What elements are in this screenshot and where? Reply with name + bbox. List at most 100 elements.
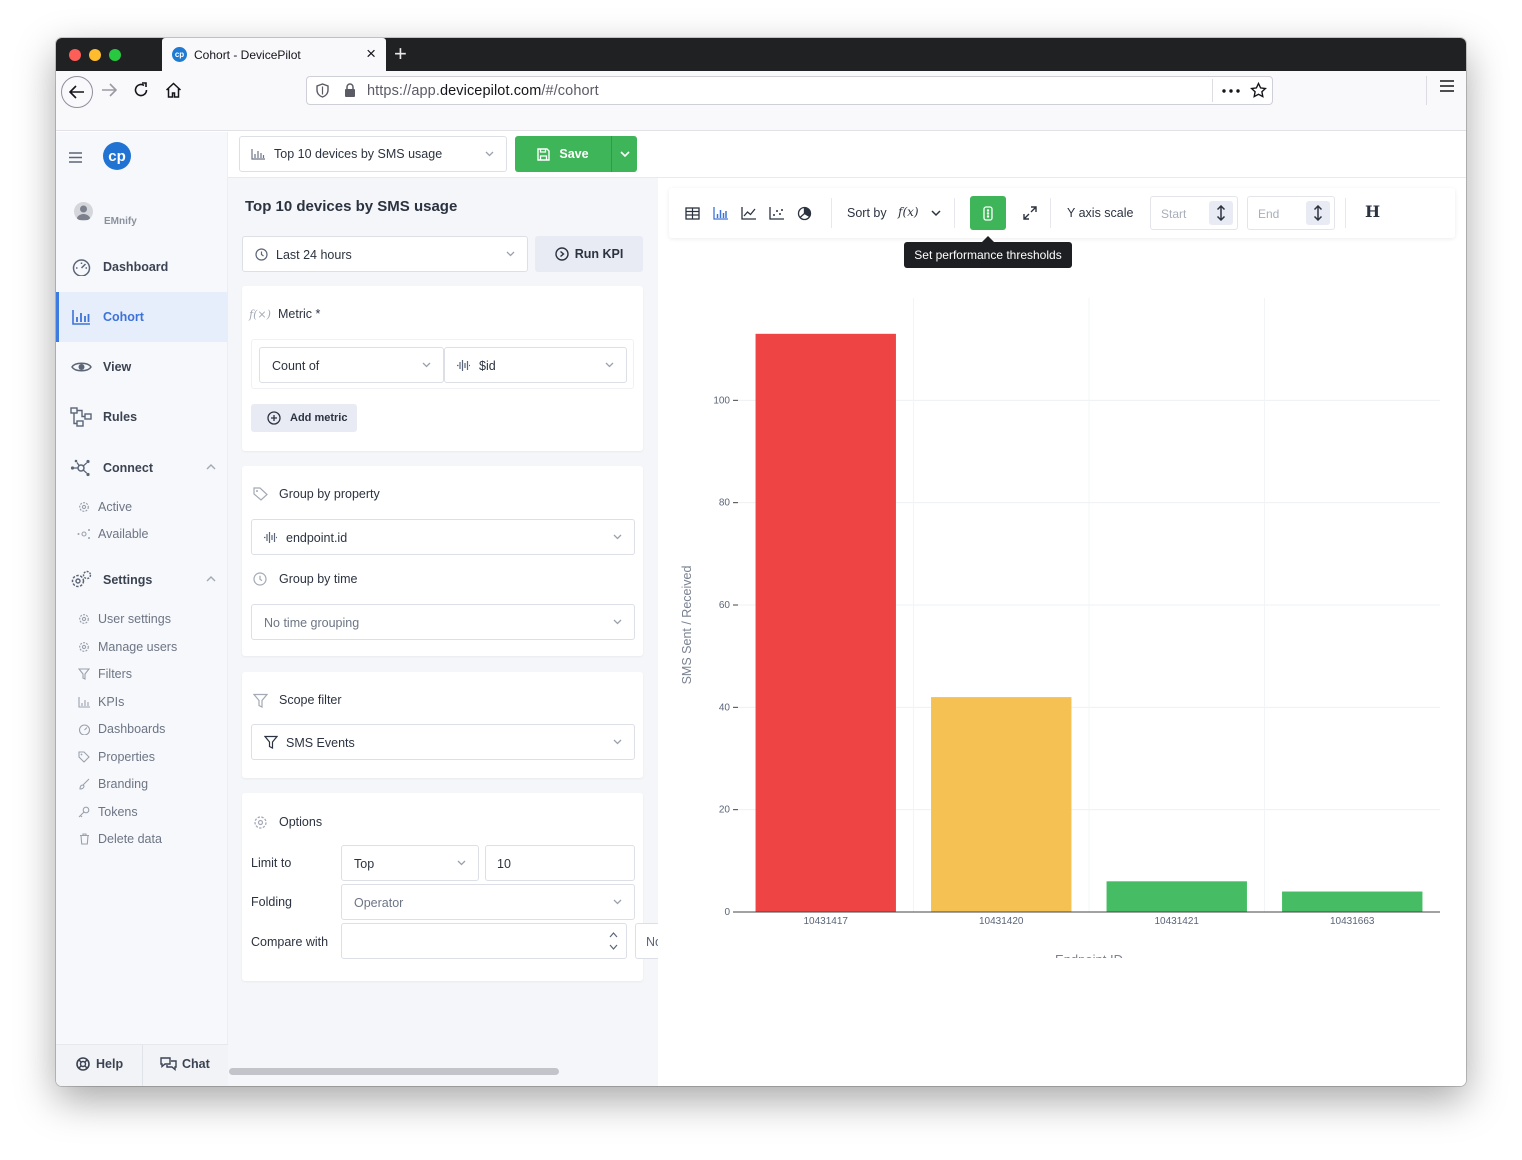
sidebar-subitem-user-settings[interactable]: User settings: [56, 608, 228, 630]
pie-chart-view-icon[interactable]: [795, 205, 813, 221]
metric-property-select[interactable]: $id: [444, 347, 627, 383]
group-time-select[interactable]: No time grouping: [251, 604, 635, 640]
sidebar-item-view[interactable]: View: [56, 342, 228, 392]
chevron-up-icon[interactable]: [206, 574, 216, 584]
line-chart-view-icon[interactable]: [739, 205, 757, 221]
avatar[interactable]: [74, 202, 93, 221]
zoom-window-button[interactable]: [109, 49, 121, 61]
more-options-icon[interactable]: [1222, 89, 1240, 93]
browser-menu-icon[interactable]: [1440, 80, 1454, 92]
back-button[interactable]: [61, 76, 93, 108]
help-button[interactable]: Help: [76, 1057, 123, 1071]
sidebar-item-connect[interactable]: Connect: [56, 443, 228, 493]
x-tick-label: 10431417: [804, 916, 849, 927]
toolbar-divider: [954, 198, 955, 228]
options-heading: Options: [252, 814, 322, 830]
home-button[interactable]: [162, 79, 184, 101]
y-end-input[interactable]: End: [1247, 196, 1335, 230]
metric-heading-label: Metric *: [278, 307, 321, 321]
minimize-window-button[interactable]: [89, 49, 101, 61]
bar-small-icon: [77, 696, 91, 708]
limit-value: 10: [497, 857, 511, 871]
sidebar-item-label: Cohort: [103, 310, 144, 324]
chevron-down-icon[interactable]: [931, 210, 941, 217]
limit-mode-select[interactable]: Top: [341, 845, 479, 881]
sidebar-item-dashboard[interactable]: Dashboard: [56, 242, 228, 292]
bar-chart: 10431417 10431420 10431421 10431663 0 20 40 60 8…: [680, 298, 1440, 958]
floppy-disk-icon: [537, 147, 551, 161]
kpi-select[interactable]: Top 10 devices by SMS usage: [239, 136, 507, 172]
heading-format-button[interactable]: H: [1365, 202, 1380, 221]
scope-card: Scope filter SMS Events: [242, 672, 643, 778]
user-name[interactable]: EMnify: [104, 216, 137, 227]
sidebar-subitem-properties[interactable]: Properties: [56, 746, 228, 768]
compare-with-input[interactable]: [341, 923, 627, 959]
y-tick-label: 20: [719, 805, 731, 816]
connect-small-icon: [77, 528, 91, 540]
limit-value-input[interactable]: 10: [485, 845, 635, 881]
stepper-arrows-icon[interactable]: [609, 931, 618, 951]
sidebar-item-cohort[interactable]: Cohort: [56, 292, 228, 342]
devicepilot-logo[interactable]: cp: [103, 142, 131, 170]
add-metric-button[interactable]: Add metric: [251, 404, 357, 432]
group-property-select[interactable]: endpoint.id: [251, 519, 635, 555]
sort-function-select[interactable]: f(x): [898, 205, 919, 219]
sidebar-item-rules[interactable]: Rules: [56, 392, 228, 442]
save-options-button[interactable]: [611, 136, 637, 172]
sidebar-item-label: Rules: [103, 410, 138, 424]
url-divider: [1212, 79, 1213, 102]
url-bar[interactable]: https://app.devicepilot.com/#/cohort: [306, 76, 1273, 105]
tab-close-icon[interactable]: ×: [366, 44, 376, 63]
horizontal-scrollbar[interactable]: [229, 1068, 559, 1075]
run-kpi-button[interactable]: Run KPI: [535, 236, 643, 272]
tag-icon: [252, 486, 268, 502]
lifebuoy-icon: [76, 1057, 90, 1071]
x-tick-label: 10431663: [1330, 916, 1375, 927]
group-time-label: Group by time: [279, 572, 358, 586]
page-title: Top 10 devices by SMS usage: [245, 198, 458, 215]
expand-icon[interactable]: [1021, 205, 1039, 221]
limit-label: Limit to: [251, 856, 292, 870]
new-tab-icon[interactable]: +: [394, 41, 407, 66]
y-start-auto-button[interactable]: [1209, 201, 1233, 225]
options-card: Options Limit to Top 10 Folding Operator…: [242, 793, 665, 981]
group-time-value: No time grouping: [264, 616, 360, 630]
browser-navbar: https://app.devicepilot.com/#/cohort: [56, 71, 1466, 131]
bar-chart-view-icon[interactable]: [711, 205, 729, 221]
y-end-auto-button[interactable]: [1306, 201, 1330, 225]
sidebar-subitem-manage-users[interactable]: Manage users: [56, 636, 228, 658]
sidebar-subitem-active[interactable]: Active: [56, 496, 228, 518]
scope-filter-select[interactable]: SMS Events: [251, 724, 635, 760]
sidebar-subitem-delete-data[interactable]: Delete data: [56, 828, 228, 850]
sidebar-subitem-label: KPIs: [98, 695, 125, 709]
sidebar-item-settings[interactable]: Settings: [56, 555, 228, 605]
time-range-select[interactable]: Last 24 hours: [242, 236, 528, 272]
sidebar-subitem-tokens[interactable]: Tokens: [56, 801, 228, 823]
bookmark-star-icon[interactable]: [1250, 82, 1267, 99]
forward-button[interactable]: [98, 79, 120, 101]
reload-button[interactable]: [130, 79, 152, 101]
chevron-down-icon: [613, 619, 622, 625]
sidebar-subitem-kpis[interactable]: KPIs: [56, 691, 228, 713]
sidebar-subitem-branding[interactable]: Branding: [56, 773, 228, 795]
save-button[interactable]: Save: [515, 136, 611, 172]
sidebar-subitem-available[interactable]: Available: [56, 523, 228, 545]
x-tick-label: 10431420: [979, 916, 1024, 927]
chat-button[interactable]: Chat: [160, 1057, 210, 1071]
set-thresholds-button[interactable]: [970, 196, 1006, 230]
sidebar-subitem-dashboards[interactable]: Dashboards: [56, 718, 228, 740]
sidebar-subitem-filters[interactable]: Filters: [56, 663, 228, 685]
table-view-icon[interactable]: [683, 205, 701, 221]
close-window-button[interactable]: [69, 49, 81, 61]
sidebar-item-label: Connect: [103, 461, 153, 475]
sidebar-subitem-label: Manage users: [98, 640, 178, 654]
browser-tab[interactable]: cp Cohort - DevicePilot ×: [162, 38, 386, 71]
chevron-up-icon[interactable]: [206, 462, 216, 472]
gear-small-icon: [77, 613, 91, 625]
folding-operator-select[interactable]: Operator: [341, 884, 635, 920]
scope-filter-value: SMS Events: [286, 736, 355, 750]
hamburger-menu-icon[interactable]: [69, 152, 82, 163]
scatter-chart-view-icon[interactable]: [767, 205, 785, 221]
aggregation-select[interactable]: Count of: [259, 347, 444, 383]
y-start-input[interactable]: Start: [1150, 196, 1238, 230]
